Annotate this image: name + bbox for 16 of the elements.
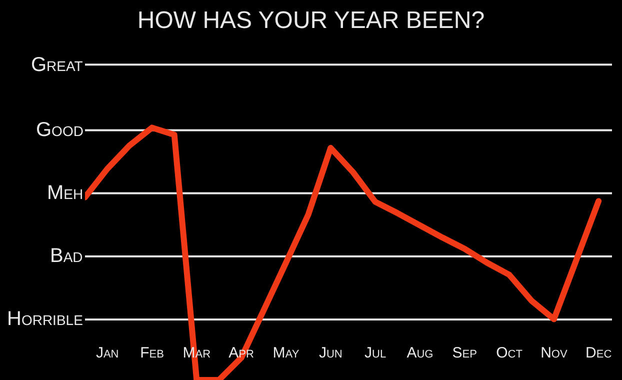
ref-line-label: Horrible xyxy=(7,308,83,330)
x-tick-label: Jan xyxy=(96,344,119,362)
x-tick-label: Jul xyxy=(364,344,386,362)
ref-line-label: Good xyxy=(36,119,84,141)
x-tick-label: Nov xyxy=(540,344,568,362)
x-tick-label: Dec xyxy=(586,344,612,362)
x-tick-label: Aug xyxy=(406,344,434,362)
ref-line-label: Great xyxy=(31,54,84,76)
x-tick-label: Oct xyxy=(496,344,523,362)
x-tick-label: Sep xyxy=(452,344,477,362)
chart-title: HOW HAS YOUR YEAR BEEN? xyxy=(137,7,485,34)
x-tick-label: May xyxy=(272,344,300,362)
x-tick-label: Jun xyxy=(318,344,342,362)
x-tick-label: Feb xyxy=(140,344,164,362)
ref-line-label: Meh xyxy=(47,182,84,204)
ref-line-label: Bad xyxy=(50,245,83,267)
